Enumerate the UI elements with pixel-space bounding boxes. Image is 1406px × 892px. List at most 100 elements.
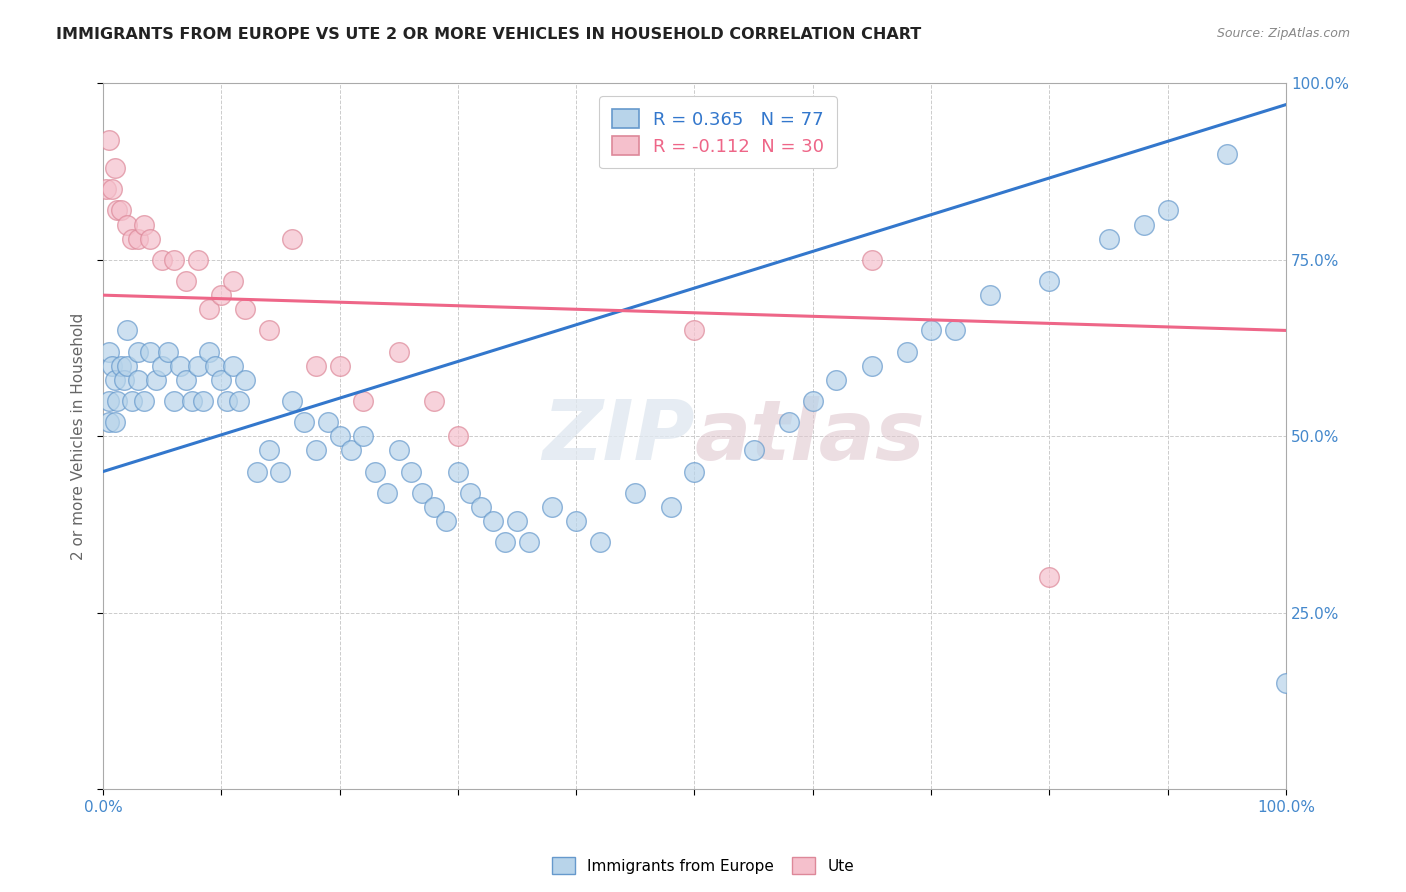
Point (399, 465, 422, 479)
Point (506, 514, 529, 528)
Point (233, 302, 256, 317)
Point (1038, 274, 1060, 288)
Point (209, 373, 232, 387)
Point (104, 373, 127, 387)
Point (328, 359, 350, 373)
Point (388, 443, 411, 458)
Legend: R = 0.365   N = 77, R = -0.112  N = 30: R = 0.365 N = 77, R = -0.112 N = 30 (599, 96, 837, 169)
Point (896, 344, 918, 359)
Point (104, 161, 127, 175)
Point (778, 415, 800, 429)
Point (860, 252, 883, 267)
Point (589, 535, 612, 549)
Point (257, 323, 280, 337)
Point (269, 465, 291, 479)
Point (825, 373, 848, 387)
Point (1275, 676, 1298, 690)
Point (127, 344, 149, 359)
Point (979, 288, 1001, 302)
Point (105, 394, 128, 409)
Point (541, 500, 564, 514)
Point (187, 359, 209, 373)
Point (1038, 570, 1060, 584)
Point (292, 415, 315, 429)
Point (115, 359, 138, 373)
Point (434, 514, 457, 528)
Point (115, 323, 138, 337)
Point (1097, 232, 1119, 246)
Point (375, 485, 398, 500)
Point (217, 394, 239, 409)
Point (388, 344, 411, 359)
Point (257, 443, 280, 458)
Point (423, 394, 446, 409)
Point (305, 359, 328, 373)
Point (801, 394, 824, 409)
Point (180, 394, 202, 409)
Point (169, 359, 191, 373)
Point (233, 373, 256, 387)
Point (340, 443, 363, 458)
Point (316, 415, 339, 429)
Point (97, 415, 120, 429)
Point (112, 373, 135, 387)
Point (411, 485, 433, 500)
Point (139, 232, 162, 246)
Point (97, 344, 120, 359)
Text: ZIP: ZIP (541, 396, 695, 477)
Point (145, 373, 167, 387)
Text: atlas: atlas (695, 396, 925, 477)
Point (174, 373, 197, 387)
Point (127, 232, 149, 246)
Point (105, 203, 128, 218)
Point (1216, 147, 1239, 161)
Point (127, 373, 149, 387)
Point (163, 394, 186, 409)
Point (281, 394, 304, 409)
Point (193, 394, 215, 409)
Point (139, 344, 162, 359)
Point (447, 465, 470, 479)
Point (121, 232, 143, 246)
Point (150, 359, 173, 373)
Point (447, 429, 470, 443)
Point (96, 182, 118, 196)
Point (470, 500, 492, 514)
Point (198, 344, 221, 359)
Point (364, 465, 387, 479)
Point (943, 323, 966, 337)
Point (187, 252, 209, 267)
Point (101, 182, 124, 196)
Point (198, 302, 221, 317)
Point (115, 218, 138, 232)
Point (423, 500, 446, 514)
Point (328, 429, 350, 443)
Point (222, 274, 245, 288)
Y-axis label: 2 or more Vehicles in Household: 2 or more Vehicles in Household (72, 313, 86, 560)
Point (659, 500, 682, 514)
Point (1133, 218, 1156, 232)
Point (174, 274, 197, 288)
Point (352, 394, 374, 409)
Point (110, 359, 132, 373)
Point (683, 323, 706, 337)
Point (624, 485, 647, 500)
Point (742, 443, 765, 458)
Point (101, 359, 124, 373)
Point (97, 394, 120, 409)
Point (281, 232, 304, 246)
Point (517, 535, 540, 549)
Point (204, 359, 226, 373)
Point (860, 359, 883, 373)
Point (156, 344, 179, 359)
Point (565, 514, 588, 528)
Point (121, 394, 143, 409)
Point (134, 218, 156, 232)
Point (228, 394, 250, 409)
Point (494, 535, 516, 549)
Point (683, 465, 706, 479)
Point (482, 514, 505, 528)
Point (920, 323, 942, 337)
Point (222, 359, 245, 373)
Point (150, 252, 173, 267)
